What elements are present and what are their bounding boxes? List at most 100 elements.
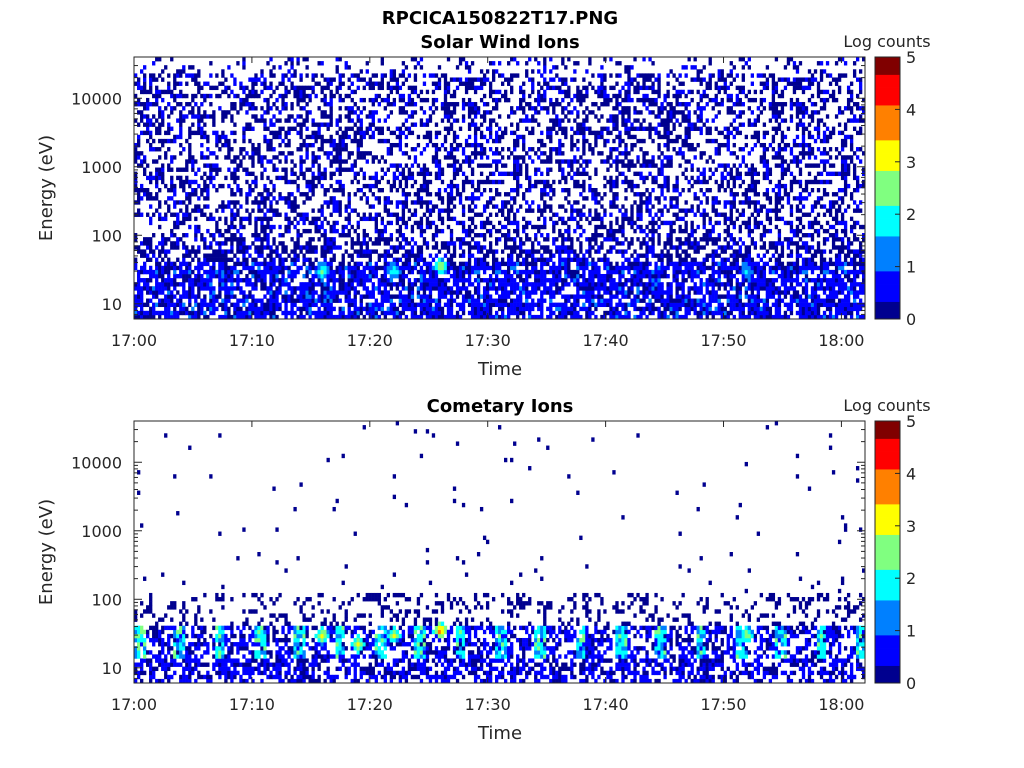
heatmap-cell — [251, 163, 255, 168]
heatmap-cell — [491, 196, 496, 201]
heatmap-cell — [170, 175, 174, 181]
heatmap-cell — [347, 77, 351, 82]
heatmap-cell — [260, 224, 264, 230]
heatmap-cell — [266, 265, 270, 271]
heatmap-cell — [537, 69, 541, 74]
heatmap-cell — [278, 126, 282, 131]
heatmap-cell — [365, 159, 369, 164]
heatmap-cell — [501, 204, 505, 209]
heatmap-cell — [146, 286, 150, 291]
heatmap-cell — [299, 216, 303, 222]
heatmap-cell — [146, 188, 150, 193]
heatmap-cell — [143, 167, 147, 172]
heatmap-cell — [434, 130, 439, 136]
heatmap-cell — [146, 245, 150, 250]
heatmap-cell — [335, 188, 339, 193]
heatmap-cell — [218, 138, 222, 144]
heatmap-cell — [431, 314, 436, 320]
heatmap-cell — [347, 265, 351, 271]
heatmap-cell — [173, 294, 177, 299]
heatmap-cell — [161, 298, 165, 303]
heatmap-cell — [245, 200, 249, 205]
heatmap-cell — [191, 163, 195, 168]
heatmap-cell — [437, 167, 442, 172]
heatmap-cell — [525, 118, 529, 123]
heatmap-cell — [194, 73, 198, 78]
heatmap-cell — [446, 310, 451, 316]
heatmap-cell — [552, 302, 556, 308]
heatmap-cell — [341, 97, 345, 103]
heatmap-cell — [170, 261, 174, 267]
heatmap-cell — [302, 261, 306, 267]
heatmap-cell — [227, 110, 231, 115]
heatmap-cell — [516, 134, 520, 140]
heatmap-cell — [356, 314, 360, 320]
heatmap-cell — [209, 212, 213, 217]
heatmap-cell — [134, 257, 138, 262]
heatmap-cell — [482, 302, 487, 308]
heatmap-cell — [464, 261, 469, 267]
heatmap-cell — [525, 200, 529, 205]
heatmap-cell — [302, 192, 306, 197]
heatmap-cell — [323, 290, 327, 295]
heatmap-cell — [603, 142, 607, 148]
heatmap-cell — [176, 93, 180, 99]
heatmap-cell — [260, 286, 264, 291]
heatmap-cell — [407, 241, 412, 246]
heatmap-cell — [452, 175, 457, 181]
heatmap-cell — [519, 298, 523, 303]
heatmap-cell — [341, 134, 345, 140]
heatmap-cell — [353, 261, 357, 267]
heatmap-cell — [404, 102, 409, 107]
heatmap-cell — [335, 167, 339, 172]
heatmap-cell — [591, 278, 595, 283]
heatmap-cell — [555, 147, 559, 152]
heatmap-cell — [603, 93, 607, 99]
heatmap-cell — [549, 204, 553, 209]
heatmap-cell — [401, 294, 406, 299]
heatmap-cell — [452, 159, 457, 164]
heatmap-cell — [251, 286, 255, 291]
heatmap-cell — [188, 192, 192, 197]
heatmap-cell — [579, 245, 583, 250]
heatmap-cell — [407, 192, 412, 197]
heatmap-cell — [344, 208, 348, 213]
heatmap-cell — [233, 192, 237, 197]
heatmap-cell — [263, 85, 267, 91]
heatmap-cell — [230, 200, 234, 205]
heatmap-cell — [537, 155, 541, 160]
heatmap-cell — [269, 57, 273, 62]
heatmap-cell — [359, 249, 363, 254]
heatmap-cell — [215, 294, 219, 299]
heatmap-cell — [573, 118, 577, 123]
heatmap-cell — [440, 278, 445, 283]
heatmap-cell — [392, 102, 397, 107]
heatmap-cell — [320, 85, 324, 91]
heatmap-cell — [254, 306, 258, 312]
heatmap-cell — [161, 179, 165, 185]
heatmap-cell — [365, 265, 369, 271]
heatmap-cell — [431, 159, 436, 164]
heatmap-cell — [606, 261, 610, 267]
heatmap-cell — [263, 294, 267, 299]
heatmap-cell — [347, 314, 351, 320]
heatmap-cell — [555, 118, 559, 123]
heatmap-cell — [564, 179, 568, 185]
heatmap-cell — [197, 249, 201, 254]
heatmap-cell — [522, 302, 526, 308]
heatmap-cell — [410, 110, 415, 115]
heatmap-cell — [494, 147, 499, 152]
heatmap-cell — [410, 122, 415, 127]
heatmap-cell — [227, 306, 231, 312]
heatmap-cell — [371, 122, 375, 127]
heatmap-cell — [356, 241, 360, 246]
heatmap-cell — [564, 278, 568, 283]
heatmap-cell — [155, 257, 159, 262]
heatmap-cell — [278, 65, 282, 70]
heatmap-cell — [516, 167, 520, 172]
heatmap-cell — [176, 302, 180, 308]
heatmap-cell — [510, 290, 514, 295]
heatmap-cell — [570, 269, 574, 275]
heatmap-cell — [494, 106, 499, 111]
heatmap-cell — [161, 233, 165, 238]
